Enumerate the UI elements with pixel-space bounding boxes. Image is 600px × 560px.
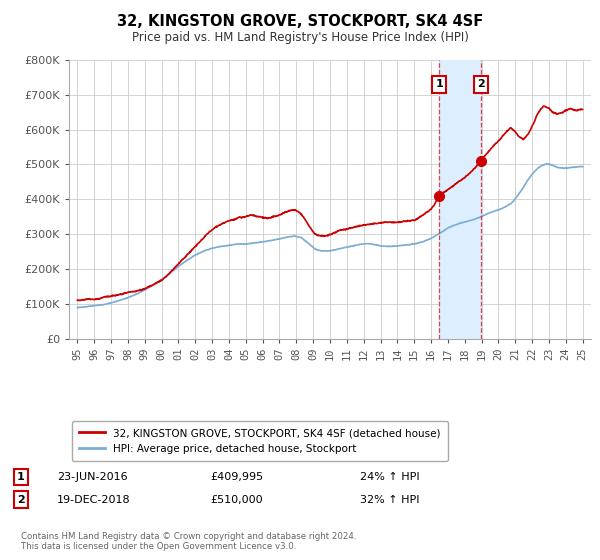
Text: £409,995: £409,995 bbox=[210, 472, 263, 482]
Text: 32, KINGSTON GROVE, STOCKPORT, SK4 4SF: 32, KINGSTON GROVE, STOCKPORT, SK4 4SF bbox=[117, 14, 483, 29]
Bar bbox=[439, 60, 481, 339]
Text: Price paid vs. HM Land Registry's House Price Index (HPI): Price paid vs. HM Land Registry's House … bbox=[131, 31, 469, 44]
Legend: 32, KINGSTON GROVE, STOCKPORT, SK4 4SF (detached house), HPI: Average price, det: 32, KINGSTON GROVE, STOCKPORT, SK4 4SF (… bbox=[71, 421, 448, 461]
Text: 1: 1 bbox=[17, 472, 25, 482]
Text: 32% ↑ HPI: 32% ↑ HPI bbox=[360, 494, 419, 505]
Text: 24% ↑ HPI: 24% ↑ HPI bbox=[360, 472, 419, 482]
Text: 2: 2 bbox=[17, 494, 25, 505]
Text: 2: 2 bbox=[477, 80, 485, 90]
Text: 1: 1 bbox=[435, 80, 443, 90]
Text: Contains HM Land Registry data © Crown copyright and database right 2024.: Contains HM Land Registry data © Crown c… bbox=[21, 532, 356, 541]
Text: 23-JUN-2016: 23-JUN-2016 bbox=[57, 472, 128, 482]
Text: This data is licensed under the Open Government Licence v3.0.: This data is licensed under the Open Gov… bbox=[21, 542, 296, 551]
Text: 19-DEC-2018: 19-DEC-2018 bbox=[57, 494, 131, 505]
Text: £510,000: £510,000 bbox=[210, 494, 263, 505]
